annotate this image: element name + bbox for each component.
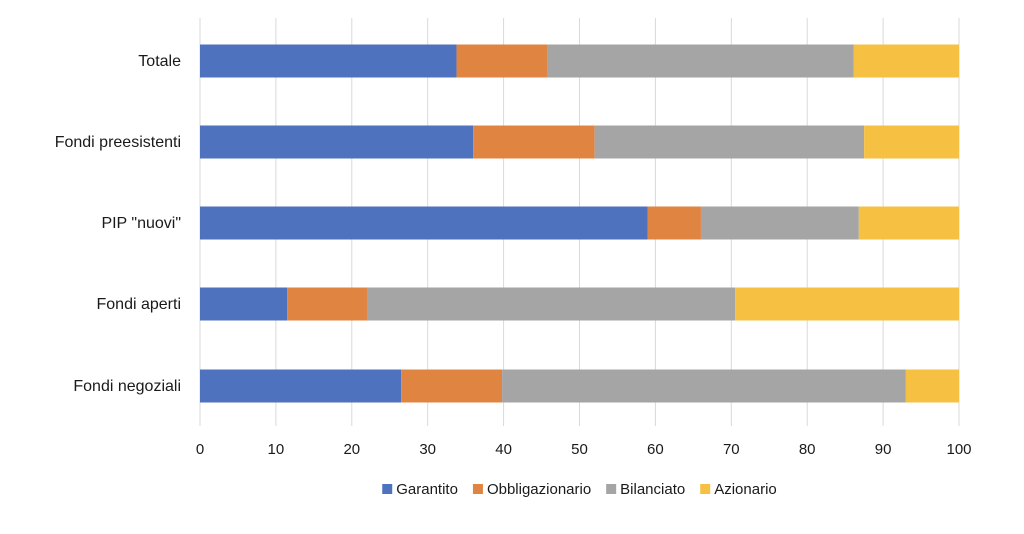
x-tick-label: 0 — [196, 441, 204, 458]
x-tick-label: 80 — [799, 441, 816, 458]
bar-azionario-1 — [864, 125, 959, 159]
legend-item-obbligazionario: Obbligazionario — [472, 481, 591, 498]
legend-item-garantito: Garantito — [382, 481, 458, 498]
category-labels: Totale Fondi preesistenti PIP "nuovi" Fondi… — [55, 53, 181, 395]
x-tick-label: 20 — [343, 441, 360, 458]
x-tick-label: 50 — [571, 441, 588, 458]
legend-item-azionario: Azionario — [700, 481, 777, 498]
legend-swatch — [700, 484, 711, 494]
bar-azionario-4 — [905, 369, 959, 403]
legend-label: Azionario — [714, 481, 777, 498]
category-label: PIP "nuovi" — [101, 215, 181, 232]
bar-bilanciato-0 — [547, 44, 854, 78]
x-tick-label: 90 — [875, 441, 892, 458]
legend-swatch — [472, 484, 483, 494]
bar-bilanciato-3 — [366, 287, 736, 321]
bar-obbligazionario-0 — [456, 44, 548, 78]
bar-obbligazionario-3 — [287, 287, 367, 321]
bar-garantito-2 — [200, 206, 648, 240]
bar-garantito-3 — [200, 287, 288, 321]
bar-garantito-1 — [200, 125, 474, 159]
legend-item-bilanciato: Bilanciato — [606, 481, 685, 498]
x-axis-ticks: 0 10 20 30 40 50 60 70 80 90 100 — [196, 441, 972, 458]
x-tick-label: 100 — [946, 441, 971, 458]
bar-obbligazionario-1 — [473, 125, 595, 159]
category-label: Fondi negoziali — [73, 378, 181, 395]
legend-swatch — [382, 484, 393, 494]
legend: Garantito Obbligazionario Bilanciato Aziona… — [382, 481, 777, 498]
x-tick-label: 30 — [419, 441, 436, 458]
bar-garantito-0 — [200, 44, 457, 78]
x-tick-label: 10 — [268, 441, 285, 458]
legend-label: Garantito — [396, 481, 458, 498]
bar-obbligazionario-2 — [647, 206, 701, 240]
x-tick-label: 70 — [723, 441, 740, 458]
category-label: Totale — [138, 53, 181, 70]
x-tick-label: 40 — [495, 441, 512, 458]
bar-obbligazionario-4 — [401, 369, 503, 403]
legend-label: Obbligazionario — [487, 481, 591, 498]
bar-bilanciato-2 — [700, 206, 859, 240]
bar-bilanciato-1 — [594, 125, 865, 159]
bar-bilanciato-4 — [502, 369, 906, 403]
x-tick-label: 60 — [647, 441, 664, 458]
bar-garantito-4 — [200, 369, 402, 403]
legend-swatch — [606, 484, 617, 494]
bars — [200, 44, 959, 403]
category-label: Fondi preesistenti — [55, 134, 181, 151]
bar-azionario-0 — [853, 44, 959, 78]
category-label: Fondi aperti — [97, 296, 182, 313]
bar-azionario-2 — [858, 206, 959, 240]
bar-azionario-3 — [735, 287, 959, 321]
legend-label: Bilanciato — [620, 481, 685, 498]
